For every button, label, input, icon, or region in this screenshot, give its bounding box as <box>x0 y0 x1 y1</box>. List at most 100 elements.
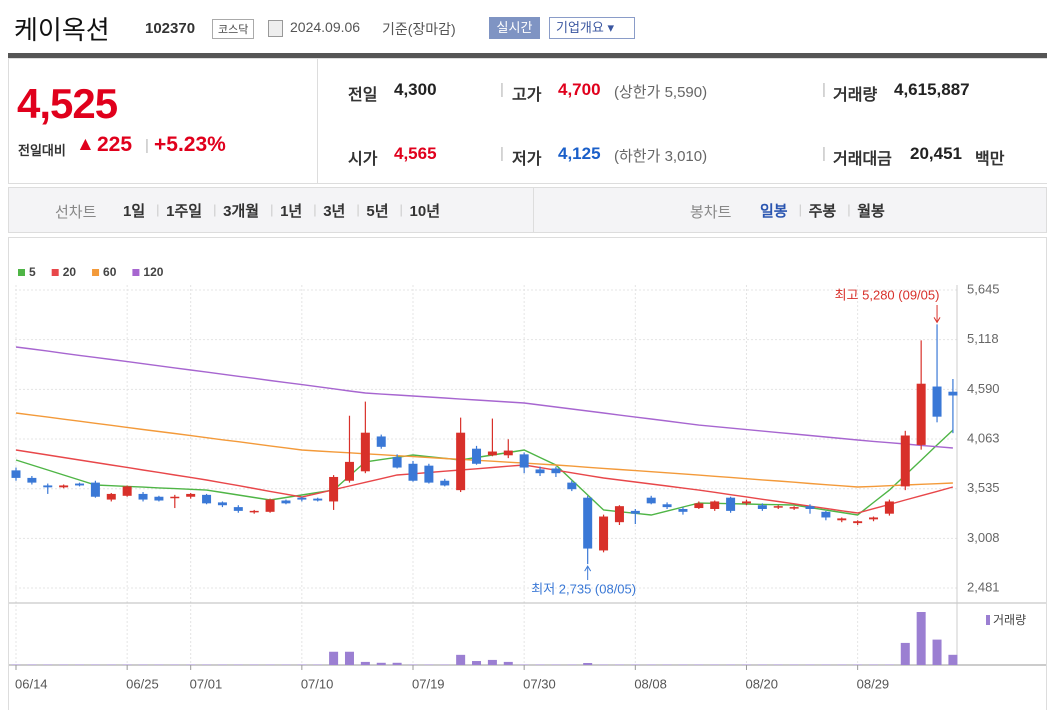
candle-body <box>472 448 482 464</box>
period-tab[interactable]: 1일 <box>123 203 146 220</box>
period-tab[interactable]: 1주일 <box>166 203 203 220</box>
legend-label: 거래량 <box>993 613 1026 627</box>
legend-swatch <box>51 269 59 276</box>
stat-label: 거래량 <box>833 87 878 104</box>
candle-body <box>884 501 894 514</box>
moving-average-line <box>15 346 953 449</box>
volume-bar <box>503 661 513 665</box>
legend-swatch <box>986 615 990 625</box>
company-button[interactable]: 기업개요 ▾ <box>549 17 635 39</box>
candle-body <box>297 497 307 500</box>
y-tick-label: 5,645 <box>967 281 1000 296</box>
y-tick-label: 5,118 <box>967 331 999 346</box>
candle-body <box>11 470 21 478</box>
current-price: 4,525 <box>17 80 118 127</box>
candle-body <box>789 507 799 509</box>
candle-body <box>90 482 100 497</box>
candle-body <box>138 493 148 500</box>
period-tab[interactable]: 주봉 <box>808 203 837 220</box>
candle-body <box>535 469 545 474</box>
period-tab[interactable]: 10년 <box>409 203 441 220</box>
separator: | <box>145 137 149 154</box>
candle-body <box>821 511 831 518</box>
x-tick-label: 07/30 <box>523 676 556 691</box>
moving-average-line <box>15 429 954 516</box>
candle-body <box>694 503 704 509</box>
candle-body <box>186 493 196 497</box>
candle-body <box>726 497 736 511</box>
up-arrow: ▲ <box>76 134 95 155</box>
moving-average-line <box>15 412 953 488</box>
candle-body <box>916 383 926 445</box>
candle-body <box>27 477 37 483</box>
candle-body <box>900 435 910 487</box>
chart-frame <box>8 237 1047 710</box>
y-tick-label: 4,063 <box>967 430 1000 445</box>
stock-code: 102370 <box>145 20 196 37</box>
period-tab[interactable]: 1년 <box>280 203 303 220</box>
candle-body <box>503 450 513 456</box>
stat-note: (상한가 5,590) <box>614 84 708 101</box>
volume-bar <box>916 612 926 665</box>
basis: 기준(장마감) <box>382 21 456 37</box>
annotation-arrowhead <box>584 565 592 572</box>
volume-bar <box>900 642 910 665</box>
candle-body <box>122 486 132 496</box>
volume-bar <box>376 662 386 665</box>
stat-value: 4,700 <box>558 80 601 99</box>
candle-body <box>710 501 720 509</box>
candle-body <box>376 436 386 447</box>
period-tab[interactable]: 월봉 <box>857 203 885 220</box>
candle-body <box>599 516 609 551</box>
volume-bar <box>360 661 370 665</box>
period-tab[interactable]: 5년 <box>366 203 389 220</box>
stock-name: 케이옥션 <box>14 15 110 45</box>
candle-body <box>170 496 180 499</box>
annotation: 최고 5,280 (09/05) <box>835 287 940 302</box>
candle-body <box>519 454 529 468</box>
change-label: 전일대비 <box>18 143 66 158</box>
separator: | <box>500 145 504 162</box>
candle-body <box>154 496 164 501</box>
candle-body <box>392 457 402 468</box>
volume-bar <box>932 639 942 665</box>
x-tick-label: 06/14 <box>15 676 48 691</box>
chart-type-label: 선차트 <box>55 204 97 221</box>
legend-label: 60 <box>103 265 117 279</box>
stat-label: 시가 <box>348 151 378 168</box>
x-tick-label: 07/10 <box>301 676 334 691</box>
realtime-button[interactable]: 실시간 <box>489 17 540 39</box>
candle-body <box>249 510 259 513</box>
stat-unit: 백만 <box>975 151 1005 168</box>
chart-type-label: 봉차트 <box>690 204 732 221</box>
annotation: 최저 2,735 (08/05) <box>531 581 636 596</box>
legend-swatch <box>132 269 140 276</box>
separator: | <box>500 81 504 98</box>
candle-body <box>614 506 624 523</box>
candle-body <box>360 432 370 472</box>
volume-bar <box>948 654 958 665</box>
stat-value: 4,565 <box>394 144 437 163</box>
candle-body <box>106 493 116 500</box>
candle-body <box>487 451 497 456</box>
separator: | <box>399 202 403 217</box>
separator: | <box>270 202 274 217</box>
divider <box>533 188 534 232</box>
candle-body <box>456 432 466 491</box>
legend-label: 20 <box>63 265 77 279</box>
candle-body <box>217 502 227 506</box>
legend-label: 120 <box>143 265 163 279</box>
moving-average-line <box>15 449 954 514</box>
x-tick-label: 08/08 <box>634 676 667 691</box>
stat-value: 4,125 <box>558 144 601 163</box>
candle-body <box>265 499 275 512</box>
stat-label: 거래대금 <box>833 151 892 168</box>
candle-body <box>837 518 847 521</box>
candle-body <box>329 476 339 502</box>
period-tab[interactable]: 3개월 <box>223 203 260 220</box>
candle-body <box>59 485 69 488</box>
period-tab[interactable]: 일봉 <box>760 203 788 220</box>
stat-label: 고가 <box>512 87 542 104</box>
period-tab[interactable]: 3년 <box>323 203 346 220</box>
